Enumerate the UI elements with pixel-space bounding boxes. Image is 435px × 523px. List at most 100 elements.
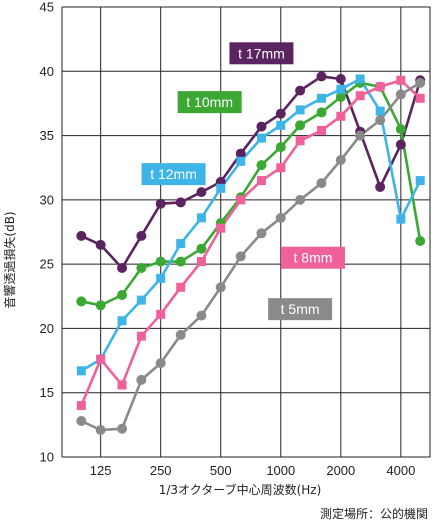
data-point-t12mm [256,133,266,143]
data-point-t8mm [336,111,346,121]
data-point-t12mm [355,74,365,84]
data-point-t17mm [175,197,186,208]
series-layer [80,75,422,432]
data-point-t5mm [355,130,366,141]
data-point-t12mm [216,183,226,193]
data-point-t17mm [155,198,166,209]
data-point-t12mm [316,93,326,103]
data-point-t5mm [235,251,246,262]
data-point-t8mm [295,136,305,146]
y-tick-label: 30 [40,192,54,207]
y-tick-label: 45 [40,0,54,15]
data-point-t10mm [155,256,166,267]
data-point-t5mm [415,77,426,88]
data-point-t17mm [295,85,306,96]
data-point-t5mm [375,115,386,126]
data-point-t12mm [236,156,246,166]
data-point-t5mm [316,178,327,189]
plot-frame [61,6,431,458]
data-point-t8mm [136,331,146,341]
series-label-t17mm: t 17mm [238,45,285,61]
series-label-box-t10mm [177,91,242,114]
y-tick-label: 25 [40,257,54,272]
annotation-layer: t 17mm t 10mm t 12mm t 8mm t 5mm [141,42,345,321]
series-line-t10mm [81,81,422,307]
data-point-t8mm [216,223,226,233]
data-point-t5mm [275,212,286,223]
x-tick-label: 1000 [266,463,295,478]
data-point-t12mm [375,106,385,116]
series-label-box-t12mm [141,163,206,186]
data-point-t12mm [336,84,346,94]
data-point-t17mm [76,230,87,241]
data-point-t12mm [196,213,206,223]
data-point-t17mm [117,263,128,273]
x-axis-label: 1/3オクターブ中心周波数(Hz) [159,482,322,497]
data-point-t17mm [395,139,406,150]
marker-layer [76,71,426,435]
data-point-t8mm [355,91,365,101]
y-tick-label: 10 [40,450,54,465]
data-point-t8mm [117,380,127,390]
data-point-t5mm [136,374,147,385]
data-point-t10mm [316,107,327,118]
data-point-t12mm [136,295,146,305]
data-point-t5mm [76,416,87,426]
data-point-t5mm [155,358,166,369]
data-point-t8mm [156,309,166,319]
x-tick-label: 500 [210,463,232,478]
data-point-t8mm [415,93,425,103]
data-point-t10mm [275,142,286,153]
data-point-t10mm [175,256,186,267]
data-point-t8mm [396,75,406,85]
data-point-t17mm [196,187,207,198]
data-point-t10mm [95,300,106,311]
data-point-t12mm [76,366,86,376]
series-label-t10mm: t 10mm [186,94,233,110]
series-line-t17mm [80,75,422,270]
data-point-t5mm [295,194,306,205]
data-point-t10mm [136,263,147,273]
x-tick-label: 4000 [386,463,415,478]
data-point-t12mm [276,120,286,130]
data-point-t17mm [95,239,106,250]
series-line-t5mm [80,81,421,432]
data-point-t10mm [295,120,306,131]
measurement-note: 測定場所：公的機関 [320,506,428,521]
data-point-t5mm [215,282,226,293]
data-point-t5mm [175,329,186,340]
data-point-t10mm [196,243,207,254]
series-line-t12mm [80,77,422,373]
x-tick-label: 2000 [326,463,355,478]
data-point-t8mm [256,176,266,186]
data-point-t10mm [256,160,267,171]
grid [61,6,431,458]
data-point-t12mm [156,273,166,283]
data-point-t12mm [415,176,425,186]
data-point-t12mm [117,316,127,326]
data-point-t8mm [76,401,86,411]
x-tick-label: 125 [90,463,112,478]
data-point-t17mm [275,108,286,119]
data-point-t8mm [276,163,286,173]
series-label-t8mm: t 8mm [294,250,333,266]
data-point-t10mm [415,236,426,246]
data-point-t17mm [235,148,246,159]
data-point-t17mm [316,71,327,82]
data-point-t5mm [256,228,267,239]
data-point-t5mm [95,425,106,435]
data-point-t5mm [335,155,346,165]
y-axis-label: 音響透過損失(dB) [2,211,17,308]
data-point-t5mm [196,310,207,321]
data-point-t5mm [117,423,128,434]
data-point-t12mm [396,214,406,224]
data-point-t12mm [176,239,186,249]
y-tick-label: 40 [40,64,54,79]
data-point-t17mm [375,182,386,192]
data-point-t17mm [335,74,346,84]
data-point-t8mm [176,282,186,292]
data-point-t8mm [96,354,106,364]
data-point-t17mm [136,230,147,241]
series-label-t12mm: t 12mm [150,166,197,182]
tick-labels: 10 15 20 25 30 35 40 45 125 250 500 1000 2000 4000 [40,0,416,478]
